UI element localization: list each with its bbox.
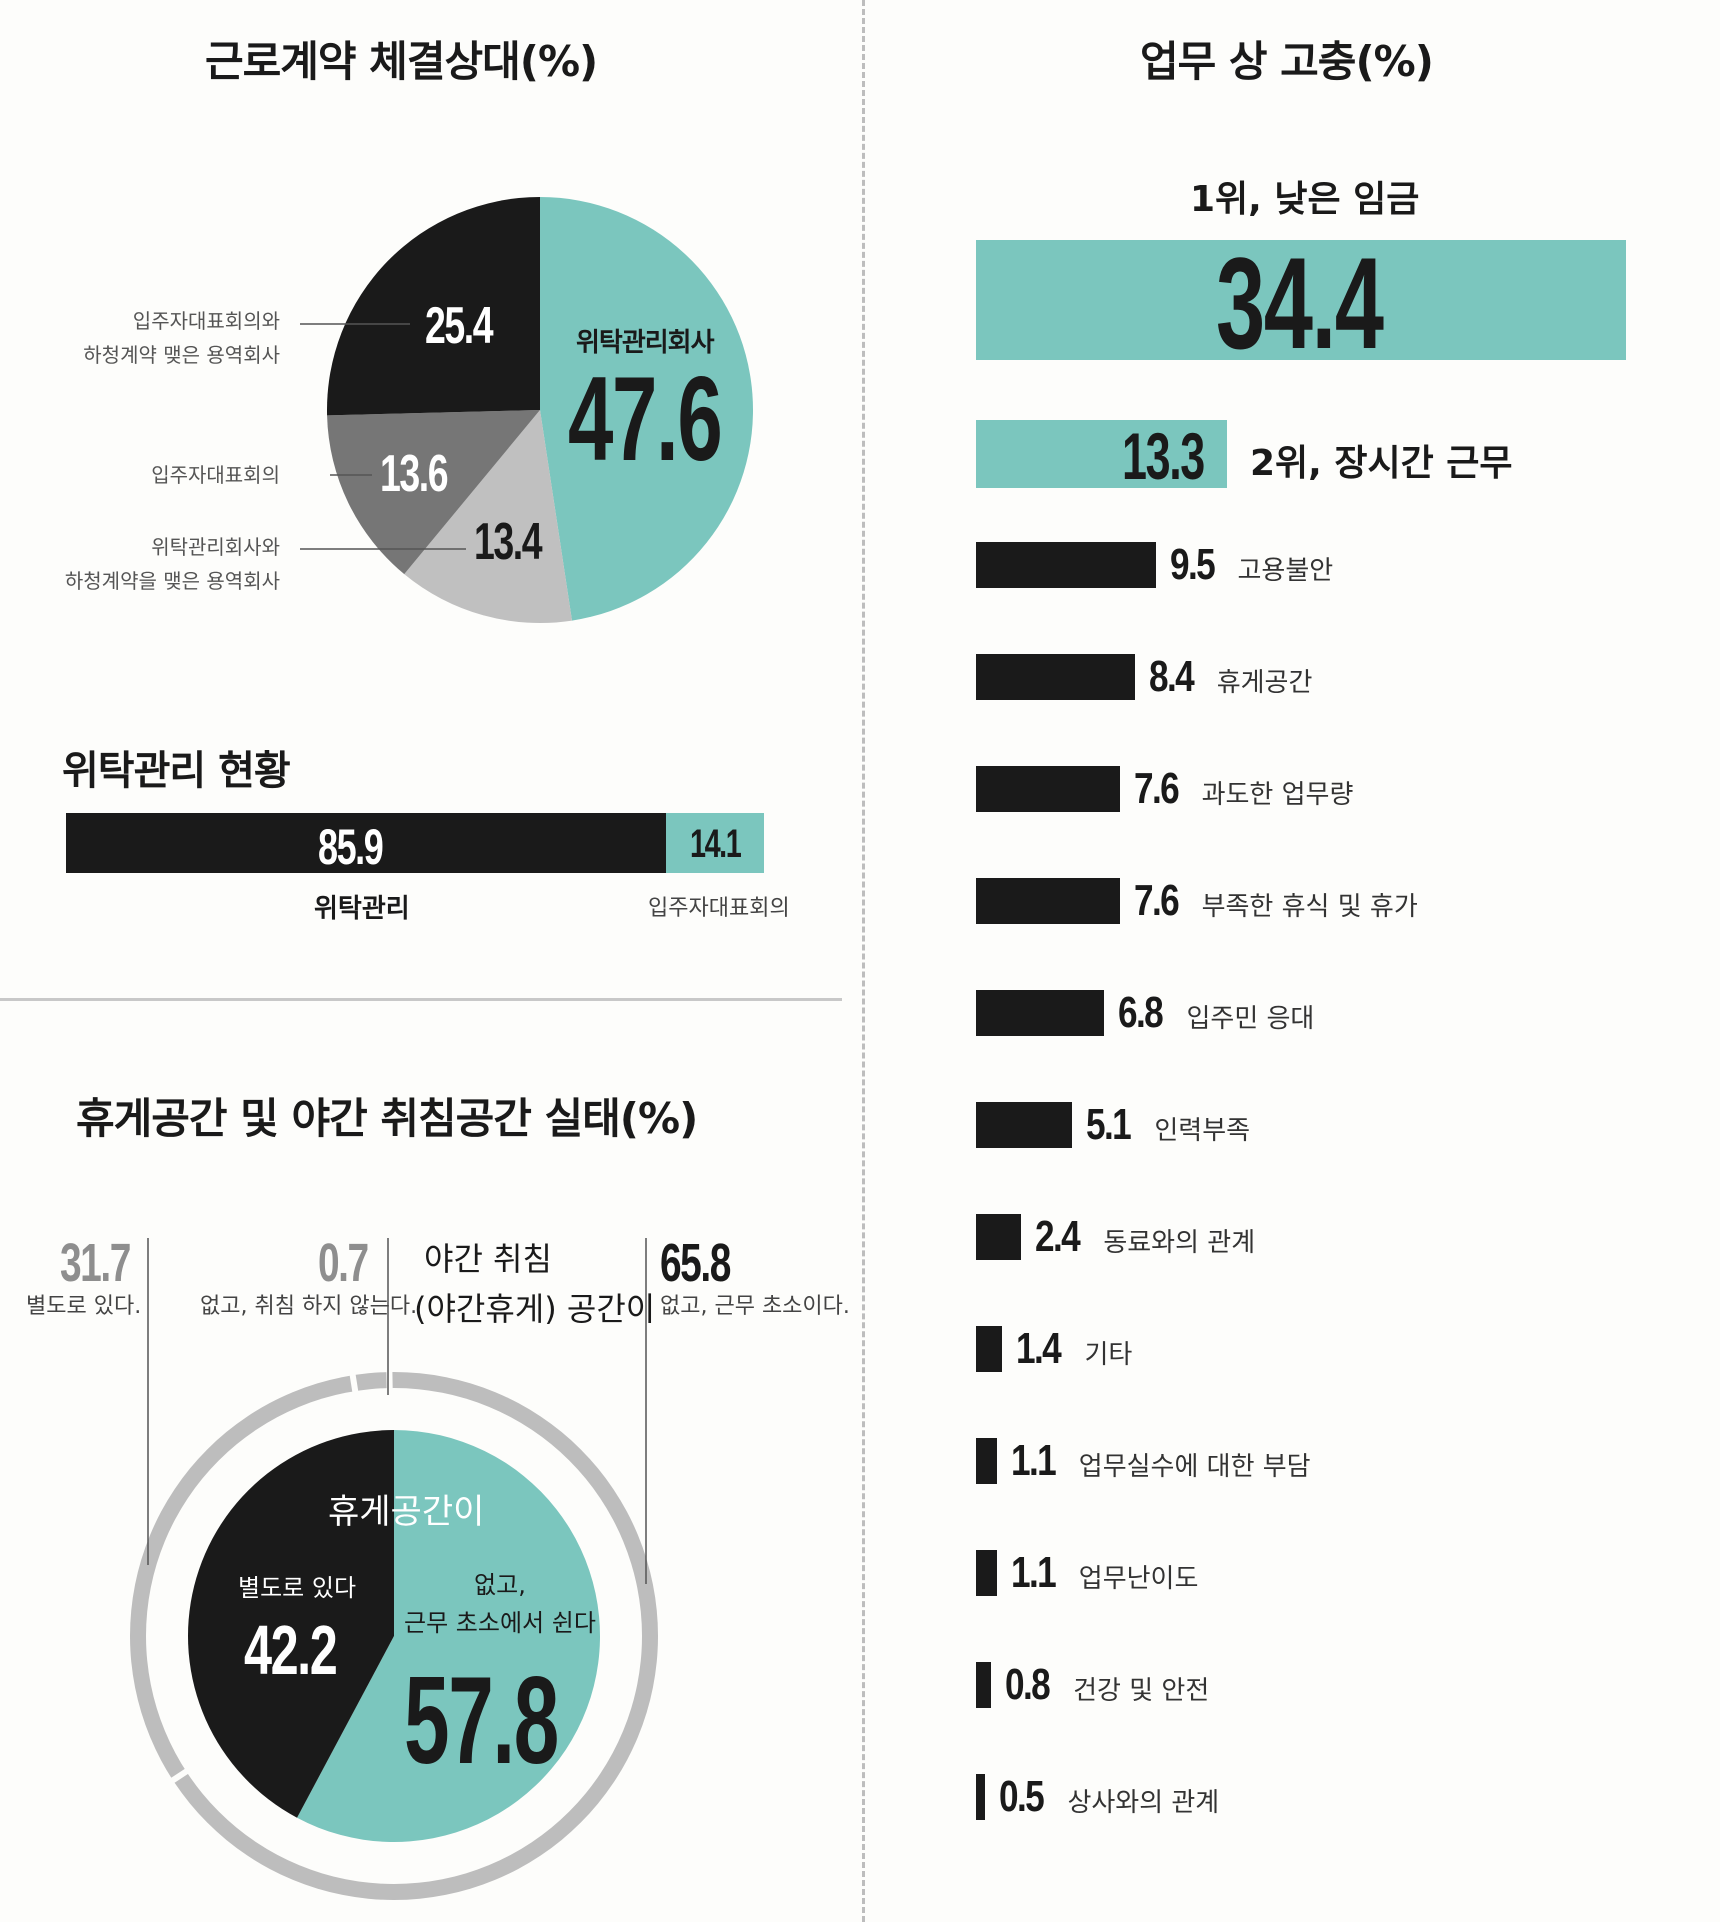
hardship-bar-label-10: 업무실수에 대한 부담: [1078, 1452, 1311, 1482]
inner-teal-label: 없고, 근무 초소에서 쉰다: [404, 1566, 596, 1642]
inner-title: 휴게공간이: [328, 1492, 485, 1532]
outer-separator-0: [167, 1767, 190, 1785]
hardship-bar-value-10: 1.1: [1010, 1436, 1057, 1485]
hardship-bar-label-2: 고용불안: [1237, 556, 1334, 586]
pie-lightgray-annotation-line1: 위탁관리회사와: [151, 535, 280, 559]
outer-ring-title-line2: (야간휴게) 공간이: [414, 1290, 656, 1328]
rest-title: 휴게공간 및 야간 취침공간 실태(%): [76, 1094, 698, 1143]
inner-black-label: 별도로 있다: [238, 1574, 357, 1602]
hardship-bar-label-3: 휴게공간: [1216, 668, 1313, 698]
hardship-bar-value-12: 0.8: [1005, 1660, 1051, 1709]
outer-label-separate: 별도로 있다.: [26, 1294, 142, 1319]
pie-black-annotation-line1: 입주자대표회의와: [132, 309, 280, 333]
outer-value-post: 65.8: [660, 1233, 731, 1293]
pie-slice-3: [327, 197, 540, 416]
hardship-bar-value-4: 7.6: [1133, 764, 1180, 813]
hardship-bar-value-5: 7.6: [1133, 876, 1180, 925]
status-label-residents: 입주자대표회의: [648, 896, 790, 921]
status-bar-entrusted: [66, 813, 666, 873]
pie-slice-1: [404, 410, 572, 624]
hardship-top-label: 1위, 낮은 임금: [1190, 179, 1420, 220]
hardship-bar-label-4: 과도한 업무량: [1201, 780, 1354, 810]
hardship-bar-value-1: 13.3: [1122, 419, 1205, 493]
outer-value-separate: 31.7: [60, 1233, 131, 1293]
horizontal-divider: [0, 998, 842, 1001]
hardship-bar-value-7: 5.1: [1086, 1100, 1132, 1149]
pie-lightgray-value: 13.4: [474, 513, 543, 571]
inner-slice-black: [188, 1430, 394, 1818]
hardship-bar-value-2: 9.5: [1169, 540, 1216, 589]
hardship-bar-2: [976, 542, 1156, 588]
pie-lightgray-annotation-line2: 하청계약을 맺은 용역회사: [64, 569, 280, 593]
inner-teal-label-line2: 근무 초소에서 쉰다: [404, 1609, 596, 1637]
hardship-bar-10: [976, 1438, 997, 1484]
hardship-bar-5: [976, 878, 1120, 924]
hardship-bar-value-11: 1.1: [1010, 1548, 1057, 1597]
hardship-bar-value-3: 8.4: [1148, 652, 1195, 701]
pie-teal-category: 위탁관리회사: [576, 328, 715, 358]
inner-teal-value: 57.8: [404, 1652, 559, 1790]
hardship-second-label: 2위, 장시간 근무: [1250, 443, 1513, 484]
hardship-bar-label-7: 인력부족: [1154, 1116, 1251, 1146]
status-label-entrusted: 위탁관리: [314, 894, 410, 924]
inner-slice-teal: [297, 1430, 601, 1842]
hardship-bar-4: [976, 766, 1120, 812]
hardship-bar-3: [976, 654, 1135, 700]
hardship-bar-label-9: 기타: [1084, 1340, 1133, 1370]
outer-ring-title: 야간 취침 (야간휴게) 공간이: [414, 1234, 655, 1334]
hardship-bar-value-13: 0.5: [999, 1772, 1045, 1821]
hardship-bar-13: [976, 1774, 986, 1820]
hardship-bar-label-6: 입주민 응대: [1186, 1004, 1315, 1034]
hardship-bar-0: [976, 240, 1626, 360]
pie-slice-0: [540, 197, 753, 621]
hardship-bar-label-8: 동료와의 관계: [1103, 1228, 1256, 1258]
hardship-bar-label-5: 부족한 휴식 및 휴가: [1201, 892, 1418, 922]
hardship-bar-9: [976, 1326, 1003, 1372]
hardship-bar-value-9: 1.4: [1016, 1324, 1062, 1373]
pie-lightgray-annotation: 위탁관리회사와 하청계약을 맺은 용역회사: [65, 530, 280, 598]
status-title: 위탁관리 현황: [62, 748, 291, 794]
inner-teal-label-line1: 없고,: [474, 1571, 526, 1599]
outer-ring-title-line1: 야간 취침: [424, 1240, 552, 1278]
status-bar-residents: [665, 813, 764, 873]
status-value-residents: 14.1: [690, 822, 742, 866]
hardship-bar-label-12: 건강 및 안전: [1073, 1676, 1210, 1706]
hardship-bar-value-6: 6.8: [1118, 988, 1164, 1037]
hardship-bar-7: [976, 1102, 1073, 1148]
pie-black-value: 25.4: [425, 297, 494, 355]
pie-darkgray-annotation: 입주자대표회의: [151, 463, 280, 487]
vertical-divider: [862, 0, 865, 1922]
outer-label-nosleep: 없고, 취침 하지 않는다.: [200, 1294, 418, 1319]
hardship-bar-label-13: 상사와의 관계: [1067, 1788, 1220, 1818]
outer-separator-1: [349, 1370, 359, 1394]
pie-slice-2: [327, 410, 540, 575]
pie-black-annotation: 입주자대표회의와 하청계약 맺은 용역회사: [83, 304, 280, 372]
pie-black-annotation-line2: 하청계약 맺은 용역회사: [83, 343, 280, 367]
hardship-bar-12: [976, 1662, 992, 1708]
hardship-bar-label-11: 업무난이도: [1078, 1564, 1199, 1594]
hardship-bar-6: [976, 990, 1105, 1036]
hardship-bar-11: [976, 1550, 997, 1596]
hardship-bar-value-8: 2.4: [1035, 1212, 1081, 1261]
status-value-entrusted: 85.9: [318, 819, 384, 875]
pie-darkgray-value: 13.6: [380, 445, 449, 503]
outer-label-post: 없고, 근무 초소이다.: [660, 1294, 850, 1319]
inner-black-value: 42.2: [244, 1611, 338, 1689]
hardship-title: 업무 상 고충(%): [1140, 37, 1434, 86]
hardship-bar-8: [976, 1214, 1022, 1260]
outer-value-nosleep: 0.7: [318, 1233, 369, 1293]
pie-teal-value: 47.6: [568, 352, 723, 486]
hardship-bar-1: [976, 420, 1228, 488]
hardship-bar-value-0: 34.4: [1216, 230, 1384, 376]
contract-title: 근로계약 체결상대(%): [205, 37, 598, 86]
